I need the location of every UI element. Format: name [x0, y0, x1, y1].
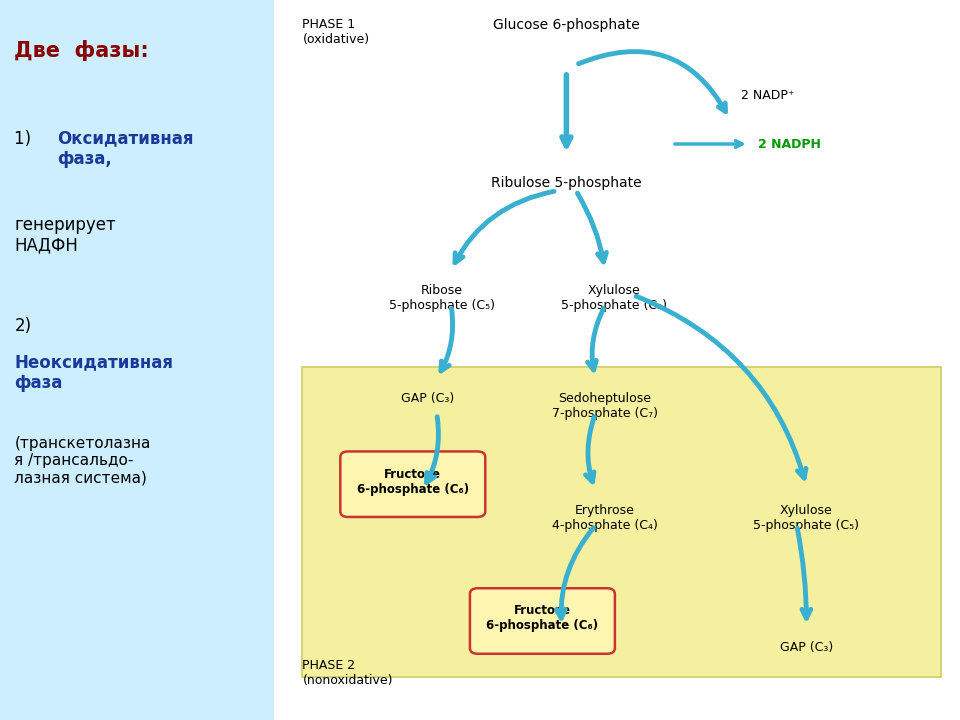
FancyBboxPatch shape	[469, 588, 614, 654]
Text: Fructose
6-phosphate (C₆): Fructose 6-phosphate (C₆)	[487, 604, 598, 632]
FancyBboxPatch shape	[340, 451, 486, 517]
Text: PHASE 2
(nonoxidative): PHASE 2 (nonoxidative)	[302, 659, 393, 687]
Text: GAP (C₃): GAP (C₃)	[780, 641, 833, 654]
Text: 1): 1)	[14, 130, 36, 148]
Text: PHASE 1
(oxidative): PHASE 1 (oxidative)	[302, 18, 370, 46]
Text: Две  фазы:: Две фазы:	[14, 40, 149, 60]
Text: GAP (C₃): GAP (C₃)	[400, 392, 454, 405]
Text: Ribulose 5-phosphate: Ribulose 5-phosphate	[492, 176, 641, 190]
Text: 2 NADPH: 2 NADPH	[758, 138, 821, 150]
Text: Sedoheptulose
7-phosphate (C₇): Sedoheptulose 7-phosphate (C₇)	[552, 392, 658, 420]
FancyBboxPatch shape	[0, 0, 274, 720]
Text: Erythrose
4-phosphate (C₄): Erythrose 4-phosphate (C₄)	[552, 504, 658, 532]
Text: Glucose 6-phosphate: Glucose 6-phosphate	[493, 19, 639, 32]
FancyBboxPatch shape	[274, 0, 960, 720]
Text: Оксидативная
фаза,: Оксидативная фаза,	[58, 130, 194, 168]
Text: (транскетолазна
я /трансальдо-
лазная система): (транскетолазна я /трансальдо- лазная си…	[14, 436, 151, 485]
Text: Fructose
6-phosphate (C₆): Fructose 6-phosphate (C₆)	[357, 467, 468, 495]
Text: Xylulose
5-phosphate (C₅): Xylulose 5-phosphate (C₅)	[562, 284, 667, 312]
Text: 2 NADP⁺: 2 NADP⁺	[741, 89, 795, 102]
FancyBboxPatch shape	[302, 367, 941, 677]
Text: Xylulose
5-phosphate (C₅): Xylulose 5-phosphate (C₅)	[754, 504, 859, 532]
Text: 2): 2)	[14, 317, 32, 335]
Text: Неоксидативная
фаза: Неоксидативная фаза	[14, 353, 174, 392]
Text: Ribose
5-phosphate (C₅): Ribose 5-phosphate (C₅)	[389, 284, 494, 312]
Text: генерирует
НАДФН: генерирует НАДФН	[14, 216, 116, 255]
